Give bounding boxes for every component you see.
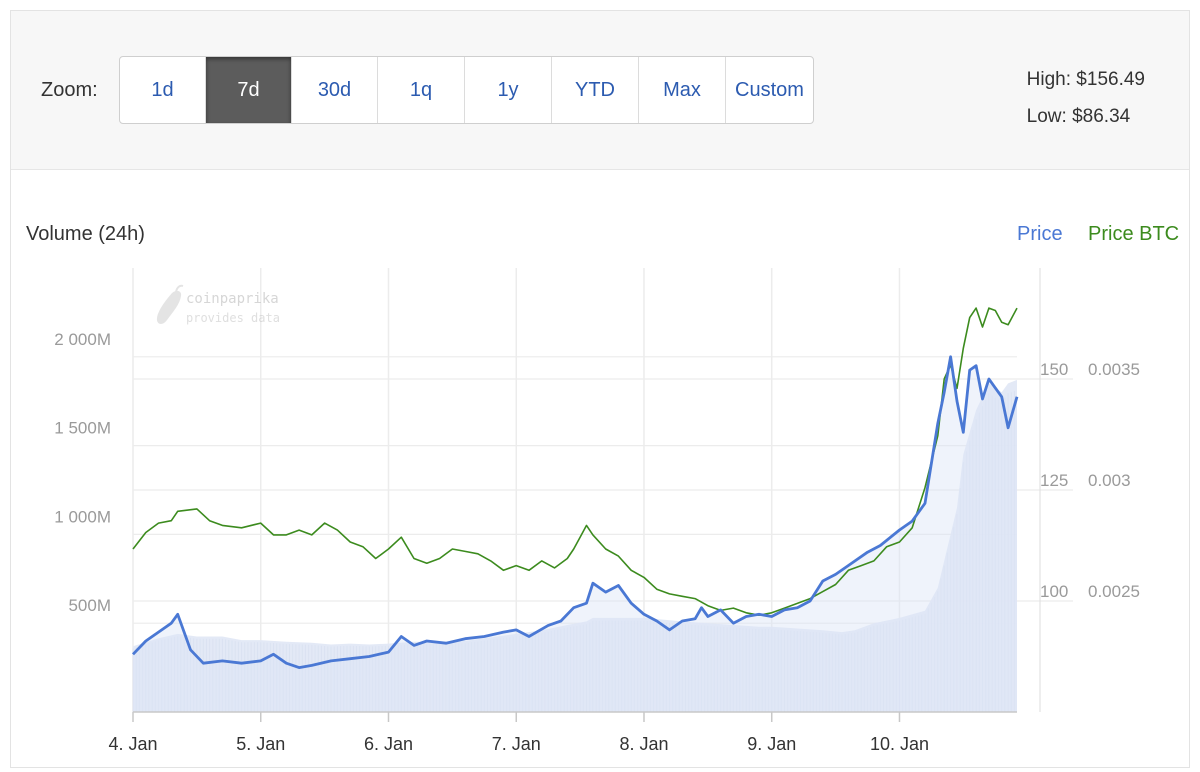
price-tick-label: 150	[1040, 360, 1068, 379]
x-tick-label: 7. Jan	[492, 734, 541, 754]
price-area-fill	[133, 356, 1017, 712]
zoom-button-ytd[interactable]: YTD	[552, 57, 639, 123]
price-tick-label: 100	[1040, 582, 1068, 601]
zoom-button-1d[interactable]: 1d	[120, 57, 206, 123]
zoom-button-30d[interactable]: 30d	[292, 57, 378, 123]
chart-axes: 4. Jan 5. Jan 6. Jan 7. Jan 8. Jan 9. Jan 10. …	[54, 268, 1140, 754]
volume-tick-label: 500M	[68, 596, 111, 615]
btc-tick-label: 0.003	[1088, 471, 1131, 490]
zoom-button-custom[interactable]: Custom	[735, 78, 804, 101]
zoom-label: Zoom:	[41, 79, 98, 101]
x-tick-label: 8. Jan	[619, 734, 668, 754]
x-tick-label: 10. Jan	[870, 734, 929, 754]
zoom-button-max[interactable]: Max	[639, 57, 726, 123]
volume-tick-label: 2 000M	[54, 330, 111, 349]
series-lines	[131, 307, 1019, 669]
volume-tick-label: 1 000M	[54, 507, 111, 526]
chart-grid	[132, 268, 1073, 712]
price-line	[131, 355, 1019, 669]
zoom-button-1y[interactable]: 1y	[465, 57, 552, 123]
legend-price-btc[interactable]: Price BTC	[1088, 223, 1179, 245]
btc-tick-label: 0.0025	[1088, 582, 1140, 601]
zoom-button-group: 1d 7d 30d 1q 1y YTD Max Custom	[119, 56, 814, 124]
watermark-line1: coinpaprika	[186, 291, 279, 307]
chili-icon	[156, 290, 182, 324]
x-tick-label: 9. Jan	[747, 734, 796, 754]
low-value: Low: $86.34	[1026, 106, 1131, 127]
high-low-summary: High: $156.49 Low: $86.34	[1027, 61, 1145, 135]
zoom-button-7d[interactable]: 7d	[206, 57, 292, 123]
zoom-button-1q[interactable]: 1q	[378, 57, 465, 123]
x-tick-label: 5. Jan	[236, 734, 285, 754]
zoom-toolbar: Zoom: 1d 7d 30d 1q 1y YTD Max Custom High: $156…	[11, 11, 1189, 170]
x-tick-label: 4. Jan	[108, 734, 157, 754]
volume-axis-title: Volume (24h)	[26, 223, 145, 245]
watermark-line2: provides data	[186, 311, 280, 325]
legend-price[interactable]: Price	[1017, 223, 1063, 245]
price-tick-label: 125	[1040, 471, 1068, 490]
volume-area-fill	[133, 379, 1017, 712]
high-value: High: $156.49	[1026, 69, 1145, 90]
btc-tick-label: 0.0035	[1088, 360, 1140, 379]
x-tick-label: 6. Jan	[364, 734, 413, 754]
volume-tick-label: 1 500M	[54, 419, 111, 438]
chili-stem-icon	[175, 284, 184, 293]
coinpaprika-watermark: coinpaprika provides data	[156, 284, 280, 325]
